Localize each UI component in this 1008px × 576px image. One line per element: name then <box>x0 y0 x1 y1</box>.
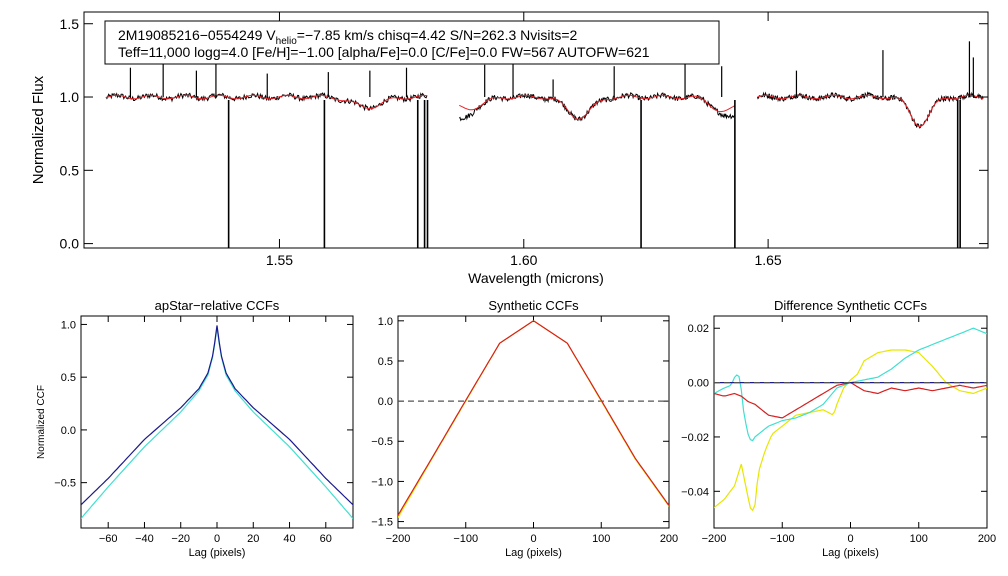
chart-title: Difference Synthetic CCFs <box>774 298 927 313</box>
y-tick-label: 1.0 <box>60 89 80 105</box>
x-tick-label: −40 <box>135 533 154 545</box>
x-tick-label: 1.65 <box>754 252 781 268</box>
info-stats: =−7.85 km/s chisq=4.42 S/N=262.3 Nvisits… <box>297 27 578 43</box>
y-tick-label: −1.5 <box>371 517 393 529</box>
x-tick-label: 0 <box>847 533 853 545</box>
y-tick-label: 1.0 <box>61 319 76 331</box>
y-tick-label: 0.00 <box>688 378 709 390</box>
series-line-red <box>714 381 987 419</box>
y-tick-label: 0.0 <box>60 236 80 252</box>
y-tick-label: 0.5 <box>378 356 393 368</box>
spectrum-frame <box>83 11 989 249</box>
x-axis-label: Lag (pixels) <box>505 547 562 559</box>
x-tick-label: 100 <box>592 533 610 545</box>
y-tick-label: −0.04 <box>681 486 709 498</box>
x-tick-label: 0 <box>214 533 220 545</box>
model-spectrum-line <box>459 94 736 120</box>
x-tick-label: 100 <box>910 533 928 545</box>
series-line-synthetic-ccf-red- <box>398 320 669 516</box>
x-tick-label: −200 <box>702 533 727 545</box>
info-line-1: 2M19085216−0554249 Vhelio=−7.85 km/s chi… <box>118 27 578 47</box>
y-tick-label: 0.5 <box>60 162 80 178</box>
spectrum-panel: 1.55 1.60 1.65 0.0 0.5 1.0 1.5 Wavelength (micr… <box>30 11 989 286</box>
y-tick-label: −0.5 <box>54 478 76 490</box>
y-tick-label: 0.02 <box>688 323 709 335</box>
model-spectrum-line <box>757 94 984 128</box>
y-tick-label: −0.02 <box>681 432 709 444</box>
observed-spectrum-line <box>458 91 736 122</box>
x-axis-label: Wavelength (microns) <box>468 270 604 286</box>
y-tick-label: 0.0 <box>378 396 393 408</box>
x-axis-label: Lag (pixels) <box>189 547 246 559</box>
x-axis-label: Lag (pixels) <box>822 547 879 559</box>
x-tick-label: 1.55 <box>266 252 293 268</box>
chart-title: Synthetic CCFs <box>488 298 579 313</box>
series-line-yellow <box>714 349 987 512</box>
observed-spectrum-line <box>756 91 984 129</box>
series-line-visit-1 <box>81 327 353 519</box>
synthetic_ccf-frame <box>397 315 670 529</box>
y-tick-label: −1.0 <box>371 476 393 488</box>
series-line-synthetic-ccf-yellow- <box>398 320 669 518</box>
y-tick-label: 1.5 <box>60 16 80 32</box>
y-axis-label: Normalized Flux <box>30 75 47 184</box>
info-line-2: Teff=11,000 logg=4.0 [Fe/H]=−1.00 [alpha… <box>118 44 650 60</box>
observed-spectrum-line <box>105 92 428 112</box>
x-tick-label: 0 <box>530 533 536 545</box>
chart-title: apStar−relative CCFs <box>155 298 280 313</box>
apstar_ccf-frame <box>80 315 354 529</box>
x-tick-label: −20 <box>171 533 190 545</box>
info-box <box>104 20 720 65</box>
info-star-id: 2M19085216−0554249 V <box>118 27 276 43</box>
x-tick-label: 200 <box>978 533 996 545</box>
y-tick-label: 0.5 <box>61 372 76 384</box>
y-tick-label: 1.0 <box>378 316 393 328</box>
series-line-cyan <box>714 327 987 442</box>
y-tick-label: −0.5 <box>371 436 393 448</box>
difference_ccf-frame <box>713 315 988 529</box>
info-vhelio-sub: helio <box>276 36 298 47</box>
x-tick-label: 20 <box>247 533 259 545</box>
x-tick-label: 60 <box>320 533 332 545</box>
x-tick-label: 1.60 <box>510 252 537 268</box>
model-spectrum-line <box>105 94 428 110</box>
apstar_ccf-panel: −60 −40 −20 0 20 40 60 −0.5 0.0 0.5 1.0 apStar−rela… <box>36 298 354 559</box>
x-tick-label: −100 <box>453 533 478 545</box>
x-tick-label: −60 <box>99 533 118 545</box>
difference_ccf-panel: −200 −100 0 100 200 −0.04 −0.02 0.00 0.02 Differe… <box>681 298 996 559</box>
x-tick-label: 40 <box>283 533 295 545</box>
x-tick-label: −100 <box>770 533 795 545</box>
y-tick-label: 0.0 <box>61 425 76 437</box>
x-tick-label: −200 <box>386 533 411 545</box>
synthetic_ccf-panel: −200 −100 0 100 200 −1.5 −1.0 −0.5 0.0 0.5 1.0 Synt… <box>371 298 678 559</box>
series-line-visit-2 <box>81 325 353 506</box>
x-tick-label: 200 <box>660 533 678 545</box>
y-axis-label: Normalized CCF <box>36 385 47 459</box>
